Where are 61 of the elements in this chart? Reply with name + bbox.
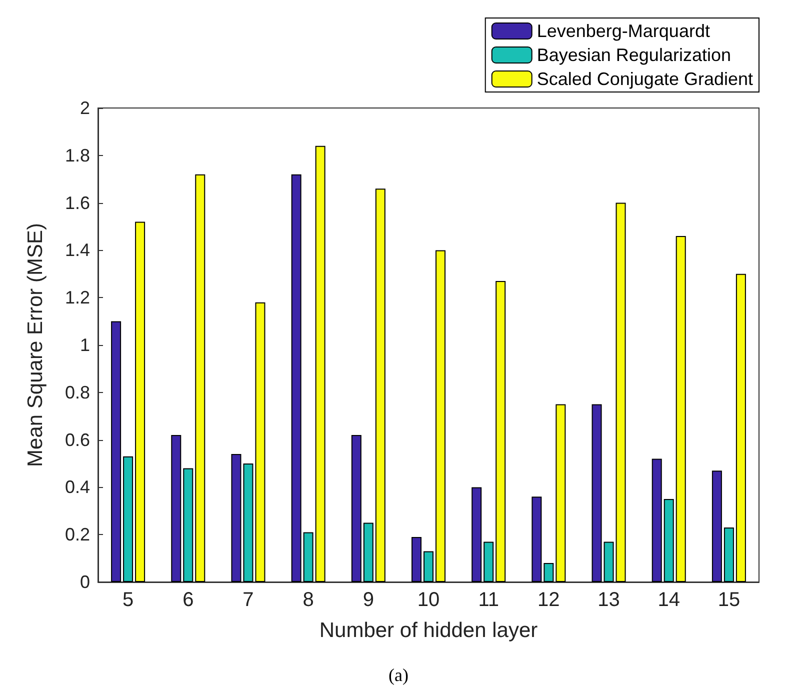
y-tick-label: 1.2	[64, 288, 90, 308]
x-tick-label: 6	[182, 589, 194, 611]
y-tick-label: 1.8	[64, 145, 90, 166]
bar	[652, 458, 662, 582]
y-tick-label: 2	[80, 98, 90, 118]
bar	[171, 435, 182, 582]
text: (a)	[388, 665, 408, 685]
x-axis-title: Number of hidden layer	[319, 619, 538, 642]
x-tick-label: 7	[242, 589, 254, 611]
y-tick-label: 1.4	[64, 240, 90, 260]
y-tick-label: 0.4	[64, 477, 90, 498]
bar	[484, 542, 494, 582]
bar	[315, 146, 326, 582]
y-tick-label: 0.8	[64, 382, 90, 402]
y-tick-label: 0.2	[64, 524, 90, 545]
bar	[135, 222, 146, 582]
legend-label: Levenberg-Marquardt	[536, 21, 710, 41]
bar	[375, 188, 386, 582]
bar	[412, 536, 422, 582]
bar	[123, 456, 134, 582]
x-tick-label: 8	[302, 589, 314, 611]
legend-label: Bayesian Regularization	[536, 45, 731, 65]
x-tick-label: 14	[658, 589, 680, 611]
bar	[195, 174, 206, 582]
x-tick-label: 13	[598, 589, 620, 611]
bar	[736, 274, 746, 582]
bar	[231, 454, 242, 582]
bar	[111, 321, 122, 582]
y-axis-title: Mean Square Error (MSE)	[24, 223, 47, 467]
bar	[532, 496, 542, 582]
x-tick-label: 15	[718, 589, 740, 611]
bar	[255, 302, 266, 582]
bar	[436, 250, 446, 582]
bar	[676, 236, 686, 582]
bar	[472, 487, 482, 582]
bar	[664, 499, 674, 582]
bar	[724, 527, 734, 582]
bar	[183, 468, 194, 582]
y-tick-label: 1	[80, 335, 90, 355]
x-tick-label: 10	[417, 589, 440, 611]
bar	[556, 404, 566, 582]
bar	[604, 542, 614, 582]
bar	[424, 551, 434, 582]
bar	[712, 470, 722, 582]
x-tick-label: 9	[362, 589, 374, 611]
y-tick-label: 0.6	[64, 430, 90, 450]
bar	[351, 435, 362, 582]
bar	[303, 532, 314, 582]
bar	[592, 404, 602, 582]
x-tick-label: 12	[538, 589, 560, 611]
bar	[363, 522, 374, 582]
y-tick-label: 1.6	[64, 192, 90, 213]
bar	[496, 281, 506, 582]
legend-label: Scaled Conjugate Gradient	[536, 69, 753, 89]
bar	[291, 174, 302, 582]
x-tick-label: 11	[478, 589, 499, 611]
bar	[616, 202, 626, 582]
bar	[544, 563, 554, 582]
y-tick-label: 0	[80, 572, 90, 592]
bar	[243, 464, 254, 582]
x-tick-label: 5	[122, 589, 134, 611]
